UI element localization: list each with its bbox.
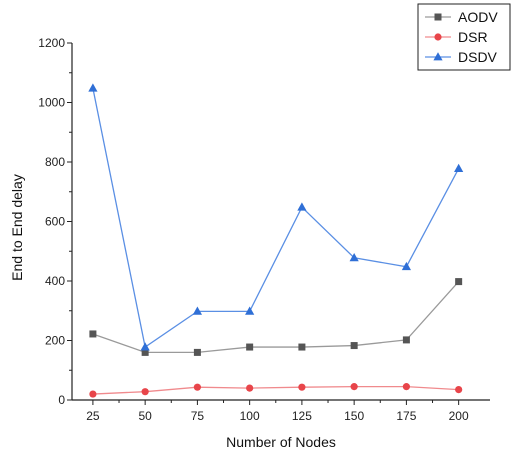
legend-label-aodv: AODV <box>458 9 498 25</box>
series-aodv <box>89 278 463 356</box>
y-tick-label: 600 <box>45 215 65 229</box>
dsdv-point <box>297 202 307 211</box>
x-tick-label: 100 <box>240 409 260 423</box>
dsdv-point <box>88 83 98 92</box>
legend-marker-aodv <box>434 13 442 21</box>
dsdv-point <box>245 306 255 315</box>
x-tick-label: 175 <box>396 409 416 423</box>
dsr-point <box>402 383 410 391</box>
legend-marker-dsdv <box>433 52 443 61</box>
x-tick-label: 25 <box>86 409 100 423</box>
y-axis-title: End to End delay <box>9 174 25 281</box>
aodv-point <box>455 278 463 286</box>
x-axis: 25 50 75 100 125 150 175 200 <box>72 399 490 423</box>
y-tick-label: 800 <box>45 155 65 169</box>
dsr-point <box>193 383 201 391</box>
aodv-point <box>141 348 149 356</box>
dsr-point <box>141 388 149 396</box>
dsdv-point <box>454 163 464 172</box>
legend-item-aodv: AODV <box>425 9 498 25</box>
dsdv-point <box>140 342 150 351</box>
legend-marker-dsr <box>434 33 442 41</box>
dsdv-point <box>192 306 202 315</box>
y-tick-label: 1200 <box>38 36 65 50</box>
series-dsdv <box>88 83 464 351</box>
y-tick-label: 1000 <box>38 96 65 110</box>
x-tick-label: 125 <box>292 409 312 423</box>
legend-item-dsdv: DSDV <box>425 49 498 65</box>
y-tick-label: 0 <box>58 393 65 407</box>
dsr-line <box>92 385 459 395</box>
series-dsr <box>89 383 463 398</box>
aodv-line <box>92 281 460 354</box>
dsr-point <box>350 383 358 391</box>
dsr-point <box>298 383 306 391</box>
x-tick-label: 50 <box>138 409 152 423</box>
x-axis-title: Number of Nodes <box>226 434 336 450</box>
legend: AODV DSR DSDV <box>417 3 511 71</box>
aodv-point <box>298 343 306 351</box>
dsr-point <box>455 385 463 394</box>
legend-label-dsr: DSR <box>458 29 488 45</box>
series-layer <box>88 83 464 398</box>
dsdv-point <box>401 261 411 271</box>
dsr-point <box>89 390 97 398</box>
legend-label-dsdv: DSDV <box>458 49 498 65</box>
dsdv-point <box>349 252 359 262</box>
y-axis: 0 200 400 600 800 1000 1200 <box>38 36 73 407</box>
x-tick-label: 200 <box>449 409 469 423</box>
y-tick-label: 400 <box>45 274 65 288</box>
x-tick-label: 150 <box>344 409 364 423</box>
dsdv-line <box>92 88 460 349</box>
aodv-point <box>350 342 358 350</box>
aodv-point <box>246 343 254 351</box>
x-tick-label: 75 <box>191 409 205 423</box>
dsr-point <box>246 384 254 392</box>
y-tick-label: 200 <box>45 334 65 348</box>
aodv-point <box>402 336 410 344</box>
aodv-point <box>193 348 201 356</box>
legend-item-dsr: DSR <box>425 29 488 45</box>
aodv-point <box>89 330 97 338</box>
